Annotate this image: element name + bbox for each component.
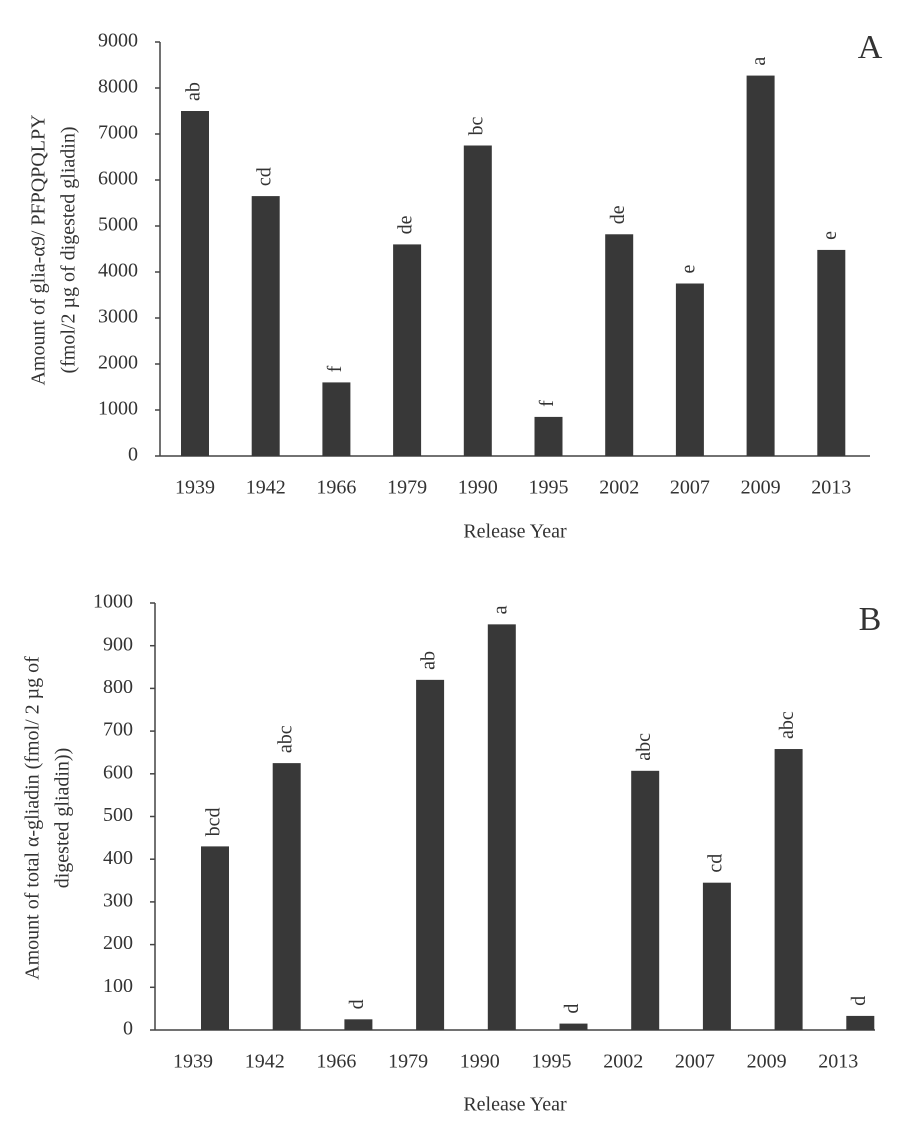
y-tick-label: 1000 [93,591,133,613]
y-tick-label: 900 [103,633,133,655]
significance-letter: bc [465,117,487,136]
y-tick-label: 300 [103,889,133,911]
panel-label: B [859,601,882,638]
y-tick-label: 9000 [98,30,138,52]
y-tick-label: 700 [103,719,133,741]
significance-letter: de [607,205,629,224]
x-tick-label: 1939 [173,1051,213,1073]
bar [817,249,846,456]
y-tick-label: 5000 [98,214,138,236]
x-tick-label: 2013 [818,1051,858,1073]
bar [746,75,775,456]
x-tick-label: 1979 [388,1051,428,1073]
y-tick-label: 7000 [98,122,138,144]
significance-letter: d [346,999,368,1009]
bar [416,679,445,1030]
y-tick-label: 100 [103,975,133,997]
bar [272,763,301,1030]
significance-letter: cd [704,854,726,873]
significance-letter: abc [633,733,655,761]
x-axis-title: Release Year [463,521,567,543]
bar [631,770,660,1030]
x-tick-label: 1995 [529,477,569,499]
x-tick-label: 1966 [316,477,356,499]
y-tick-label: 200 [103,932,133,954]
significance-letter: d [561,1004,583,1014]
x-tick-label: 1942 [245,1051,285,1073]
x-tick-label: 2002 [603,1051,643,1073]
bar [534,416,563,456]
x-tick-label: 2007 [675,1051,715,1073]
x-tick-label: 1990 [458,477,498,499]
significance-letter: abc [776,711,798,739]
x-tick-label: 1995 [532,1051,572,1073]
y-tick-label: 1000 [98,398,138,420]
x-tick-label: 2013 [811,477,851,499]
x-tick-label: 2002 [599,477,639,499]
significance-letter: e [819,231,841,240]
y-tick-label: 400 [103,847,133,869]
significance-letter: abc [274,725,296,753]
bar [675,283,704,456]
y-tick-label: 600 [103,761,133,783]
bar [559,1023,588,1030]
x-tick-label: 1942 [246,477,286,499]
y-axis-title: (fmol/2 µg of digested gliadin) [58,126,80,373]
y-axis-title: Amount of total α-gliadin (fmol/ 2 µg of [22,656,44,980]
bar [702,882,731,1030]
significance-letter: ab [183,82,205,101]
bar [774,749,803,1030]
y-tick-label: 3000 [98,306,138,328]
x-tick-label: 1990 [460,1051,500,1073]
bar [344,1019,373,1030]
significance-letter: a [489,605,511,614]
x-tick-label: 2009 [747,1051,787,1073]
bar [251,196,280,456]
y-axis-title: Amount of glia-α9/ PFPQPQLPY [28,114,50,385]
significance-letter: f [536,400,558,407]
significance-letter: bcd [203,807,225,836]
significance-letter: f [324,365,346,372]
x-tick-label: 2007 [670,477,710,499]
significance-letter: de [395,215,417,234]
significance-letter: a [748,57,770,66]
x-axis-title: Release Year [463,1094,567,1116]
panel-label: A [858,29,883,66]
bar [846,1015,875,1030]
bar [463,145,492,456]
y-tick-label: 500 [103,804,133,826]
y-tick-label: 0 [123,1018,133,1040]
bar [487,624,516,1030]
bar [393,244,422,456]
bar [181,111,209,456]
y-axis-title: digested gliadin)) [52,748,74,889]
bar [201,846,229,1030]
y-tick-label: 800 [103,676,133,698]
y-tick-label: 8000 [98,76,138,98]
bar [322,382,351,456]
x-tick-label: 1966 [316,1051,356,1073]
significance-letter: e [677,265,699,274]
y-tick-label: 2000 [98,352,138,374]
x-tick-label: 2009 [741,477,781,499]
x-tick-label: 1979 [387,477,427,499]
significance-letter: cd [253,167,275,186]
y-tick-label: 4000 [98,260,138,282]
x-tick-label: 1939 [175,477,215,499]
y-tick-label: 0 [128,444,138,466]
bar [605,234,634,456]
significance-letter: d [848,996,870,1006]
significance-letter: ab [418,651,440,670]
y-tick-label: 6000 [98,168,138,190]
